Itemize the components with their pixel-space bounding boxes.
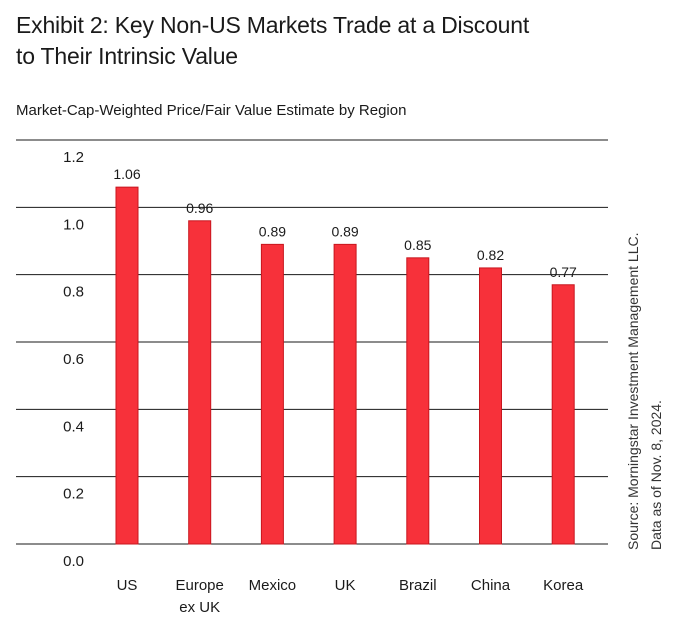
- y-tick-label: 0.2: [63, 486, 84, 503]
- bar: [260, 243, 284, 545]
- bar: [188, 220, 212, 545]
- y-tick-label: 0.4: [63, 418, 84, 435]
- x-tick-label: Brazil: [399, 577, 437, 594]
- x-tick-label: ex UK: [179, 599, 220, 616]
- data-label: 1.06: [113, 166, 140, 182]
- data-label: 0.96: [186, 200, 213, 216]
- y-tick-label: 0.8: [63, 284, 84, 301]
- chart-subtitle: Market-Cap-Weighted Price/Fair Value Est…: [16, 102, 407, 119]
- chart-title: Exhibit 2: Key Non-US Markets Trade at a…: [16, 12, 530, 69]
- y-tick-label: 0.6: [63, 351, 84, 368]
- x-tick-label: UK: [335, 577, 356, 594]
- y-tick-label: 1.0: [63, 216, 84, 233]
- source-line: Source: Morningstar Investment Managemen…: [625, 232, 641, 551]
- bar: [115, 186, 139, 545]
- y-tick-label: 1.2: [63, 149, 84, 166]
- data-date-line: Data as of Nov. 8, 2024.: [648, 400, 664, 550]
- bar: [479, 267, 502, 545]
- bar: [551, 284, 575, 545]
- x-tick-label: Mexico: [249, 577, 297, 594]
- data-label: 0.82: [477, 247, 504, 263]
- y-tick-label: 0.0: [63, 553, 84, 570]
- bar: [333, 243, 357, 545]
- data-label: 0.85: [404, 237, 431, 253]
- bar: [406, 257, 430, 545]
- x-tick-label: US: [117, 577, 138, 594]
- x-tick-label: China: [471, 577, 511, 594]
- x-tick-label: Europe: [176, 577, 224, 594]
- source-note: Source: Morningstar Investment Managemen…: [622, 233, 668, 551]
- data-label: 0.77: [550, 264, 577, 280]
- x-tick-label: Korea: [543, 577, 584, 594]
- data-label: 0.89: [259, 223, 286, 239]
- data-label: 0.89: [331, 223, 358, 239]
